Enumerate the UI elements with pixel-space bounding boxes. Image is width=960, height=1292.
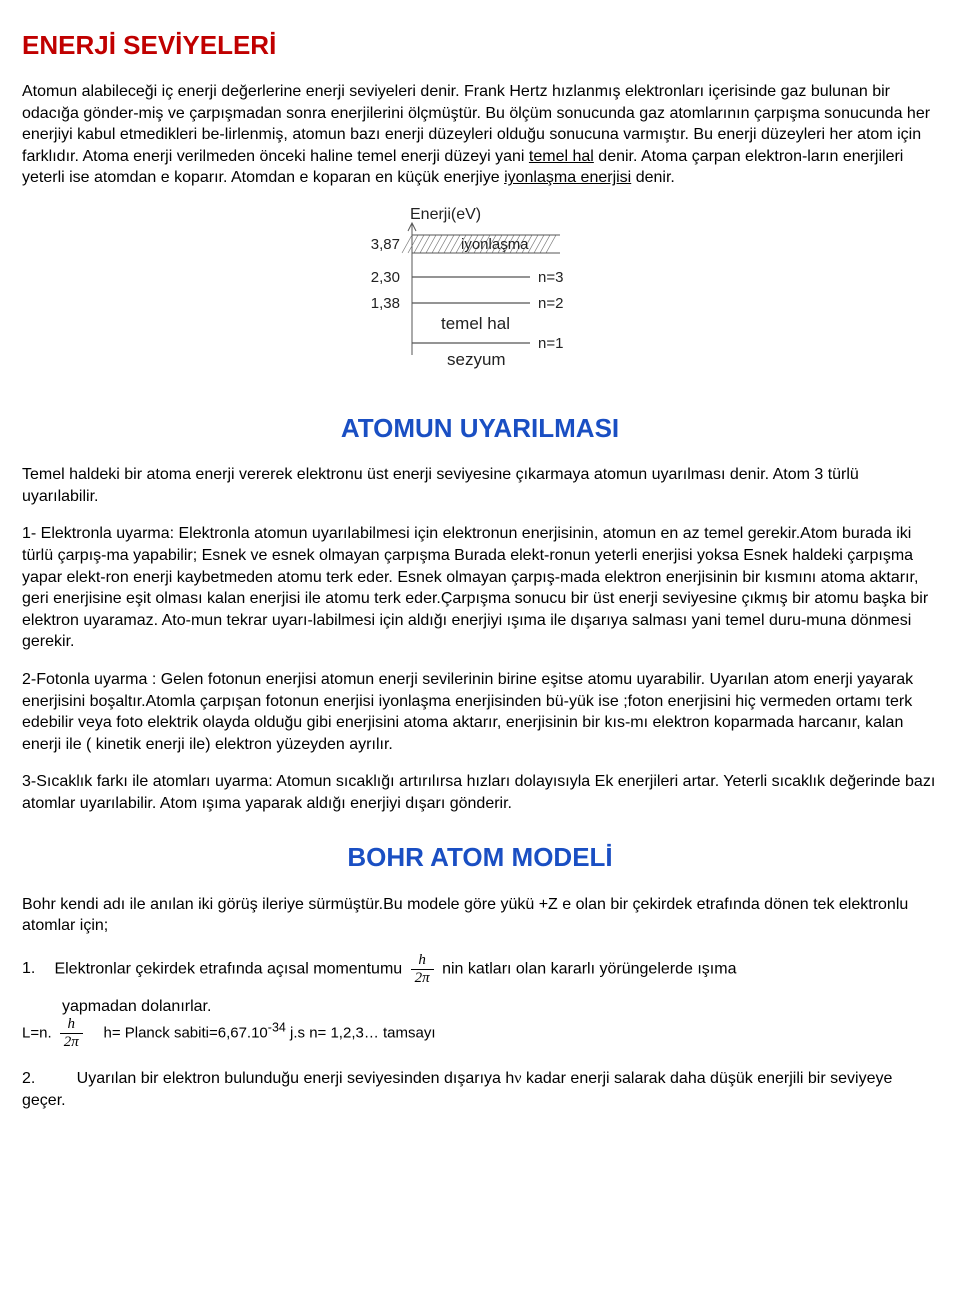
planck-constant-line: L=n. h 2π h= Planck sabiti=6,67.10-34 j.…: [22, 1017, 938, 1050]
item2-nu: ν: [514, 1070, 521, 1087]
frac-bot: 2π: [411, 970, 434, 986]
svg-text:n=1: n=1: [538, 335, 563, 352]
svg-text:iyonlaşma: iyonlaşma: [461, 236, 529, 253]
page-title-3: BOHR ATOM MODELİ: [22, 840, 938, 875]
smallline-exp: -34: [268, 1021, 286, 1035]
svg-text:temel hal: temel hal: [441, 314, 510, 333]
para1-u1: temel hal: [529, 148, 594, 165]
paragraph-excitation-thermal: 3-Sıcaklık farkı ile atomları uyarma: At…: [22, 771, 938, 814]
paragraph-energy-levels: Atomun alabileceği iç enerji değerlerine…: [22, 81, 938, 189]
frac-top-2: h: [60, 1017, 83, 1034]
svg-text:3,87: 3,87: [371, 236, 400, 253]
item1-a: Elektronlar çekirdek etrafında açısal mo…: [54, 960, 402, 977]
frac-bot-2: 2π: [60, 1034, 83, 1050]
bohr-item-2: 2. Uyarılan bir elektron bulunduğu enerj…: [22, 1068, 938, 1111]
item1-c: yapmadan dolanırlar.: [62, 998, 211, 1015]
svg-text:2,30: 2,30: [371, 269, 400, 286]
energy-level-diagram: Enerji(eV) iyonlaşma 3,87 2,30 1,38 n=3 n=2 n=1…: [22, 205, 938, 385]
paragraph-bohr-intro: Bohr kendi adı ile anılan iki görüş iler…: [22, 894, 938, 937]
smallline-c: j.s n= 1,2,3… tamsayı: [290, 1025, 435, 1042]
svg-text:Enerji(eV): Enerji(eV): [410, 206, 481, 223]
bohr-item-1: 1. Elektronlar çekirdek etrafında açısal…: [22, 953, 938, 986]
fraction-h-over-2pi: h 2π: [411, 953, 434, 986]
svg-text:sezyum: sezyum: [447, 350, 506, 369]
paragraph-excitation-photon: 2-Fotonla uyarma : Gelen fotonun enerjis…: [22, 669, 938, 755]
para1-c: denir.: [636, 169, 675, 186]
item1-num: 1.: [22, 958, 50, 980]
smallline-a: L=n.: [22, 1025, 52, 1042]
page-title-1: ENERJİ SEVİYELERİ: [22, 28, 938, 63]
item1-b: nin katları olan kararlı yörüngelerde ış…: [442, 960, 736, 977]
item1-c-line: yapmadan dolanırlar.: [62, 996, 938, 1018]
svg-text:1,38: 1,38: [371, 295, 400, 312]
fraction-h-over-2pi-2: h 2π: [60, 1017, 83, 1050]
paragraph-excitation-electron: 1- Elektronla uyarma: Elektronla atomun …: [22, 523, 938, 653]
svg-text:n=3: n=3: [538, 269, 563, 286]
para1-u2: iyonlaşma enerjisi: [504, 169, 631, 186]
item2-a: Uyarılan bir elektron bulunduğu enerji s…: [77, 1070, 515, 1087]
item2-num: 2.: [22, 1068, 50, 1090]
page-title-2: ATOMUN UYARILMASI: [22, 411, 938, 446]
svg-text:n=2: n=2: [538, 295, 563, 312]
paragraph-excitation-intro: Temel haldeki bir atoma enerji vererek e…: [22, 464, 938, 507]
frac-top: h: [411, 953, 434, 970]
smallline-b: h= Planck sabiti=6,67.10: [103, 1025, 267, 1042]
